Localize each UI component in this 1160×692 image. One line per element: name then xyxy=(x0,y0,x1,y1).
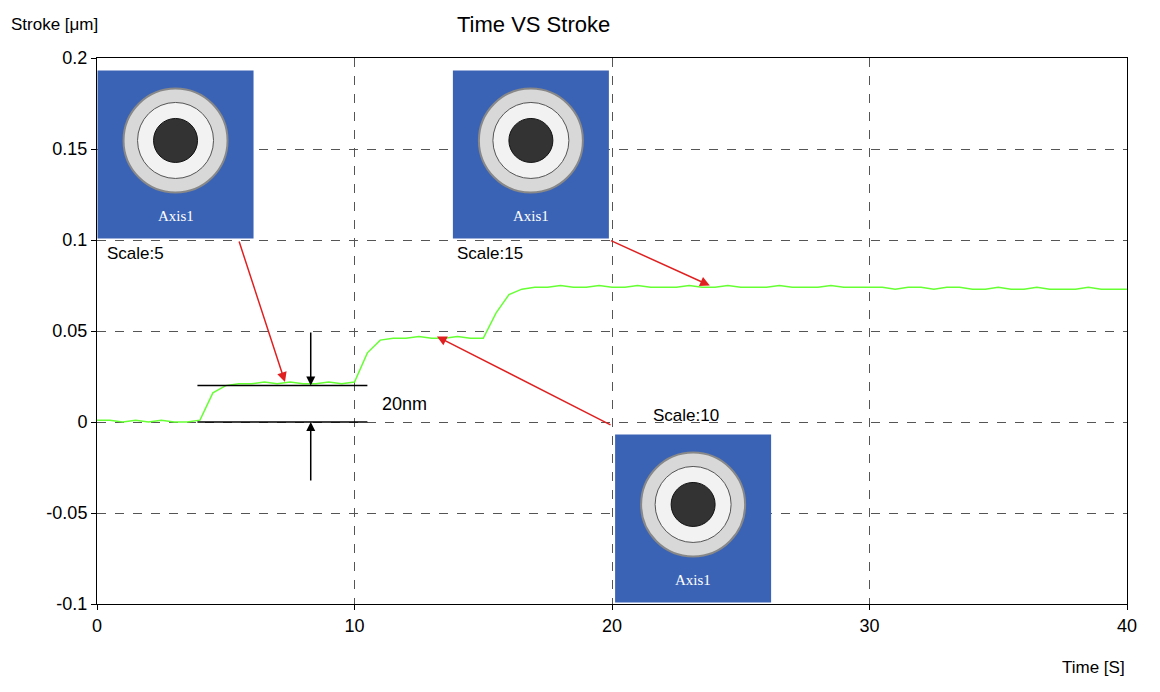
svg-text:Scale:10: Scale:10 xyxy=(653,406,719,425)
svg-text:Time VS Stroke: Time VS Stroke xyxy=(457,12,610,37)
svg-text:Axis1: Axis1 xyxy=(675,572,711,588)
svg-text:40: 40 xyxy=(1117,616,1137,636)
svg-text:0: 0 xyxy=(92,616,102,636)
svg-text:20nm: 20nm xyxy=(382,394,427,414)
svg-text:Stroke [μm]: Stroke [μm] xyxy=(11,15,98,34)
svg-text:-0.1: -0.1 xyxy=(56,594,87,614)
svg-text:Axis1: Axis1 xyxy=(513,208,549,224)
svg-text:30: 30 xyxy=(859,616,879,636)
svg-text:0.1: 0.1 xyxy=(62,230,87,250)
svg-text:Scale:5: Scale:5 xyxy=(107,244,164,263)
svg-text:0.05: 0.05 xyxy=(52,321,87,341)
svg-text:Time [S]: Time [S] xyxy=(1062,658,1125,677)
svg-text:0.2: 0.2 xyxy=(62,48,87,68)
svg-text:0.15: 0.15 xyxy=(52,139,87,159)
svg-text:20: 20 xyxy=(602,616,622,636)
svg-text:-0.05: -0.05 xyxy=(46,503,87,523)
svg-text:Scale:15: Scale:15 xyxy=(457,244,523,263)
svg-text:Axis1: Axis1 xyxy=(158,208,194,224)
svg-text:0: 0 xyxy=(77,412,87,432)
svg-text:10: 10 xyxy=(344,616,364,636)
